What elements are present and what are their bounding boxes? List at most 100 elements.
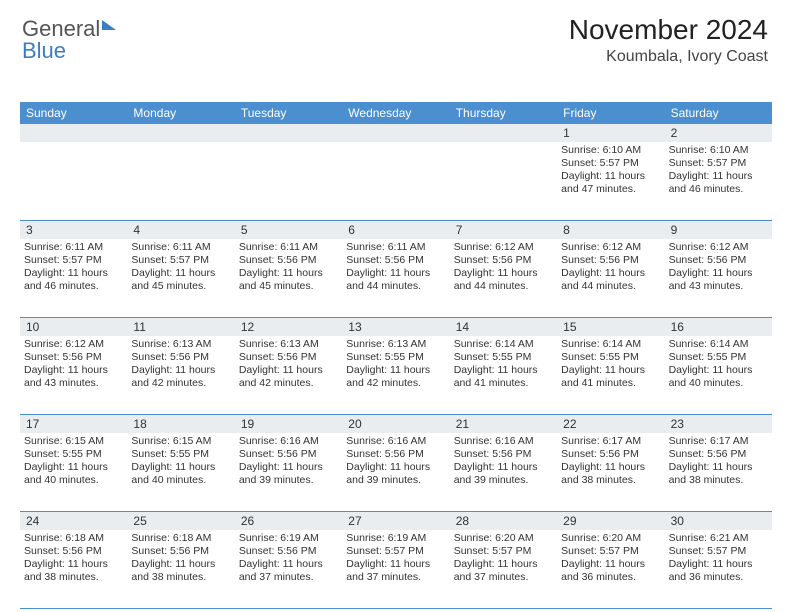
day-cell: Sunrise: 6:12 AMSunset: 5:56 PMDaylight:… — [20, 336, 127, 414]
daylight-text: Daylight: 11 hours and 38 minutes. — [669, 461, 768, 487]
day-cell: Sunrise: 6:14 AMSunset: 5:55 PMDaylight:… — [665, 336, 772, 414]
daylight-text: Daylight: 11 hours and 43 minutes. — [24, 364, 123, 390]
sunset-text: Sunset: 5:56 PM — [131, 351, 230, 364]
day-cell: Sunrise: 6:10 AMSunset: 5:57 PMDaylight:… — [557, 142, 664, 220]
sunset-text: Sunset: 5:57 PM — [24, 254, 123, 267]
brand-logo: General Blue — [22, 18, 116, 62]
sunset-text: Sunset: 5:56 PM — [346, 254, 445, 267]
title-block: November 2024 Koumbala, Ivory Coast — [569, 14, 768, 66]
sunset-text: Sunset: 5:57 PM — [669, 545, 768, 558]
daylight-text: Daylight: 11 hours and 36 minutes. — [561, 558, 660, 584]
daylight-text: Daylight: 11 hours and 42 minutes. — [346, 364, 445, 390]
sunrise-text: Sunrise: 6:17 AM — [669, 435, 768, 448]
day-number: 7 — [450, 221, 557, 239]
day-cell: Sunrise: 6:11 AMSunset: 5:57 PMDaylight:… — [20, 239, 127, 317]
sunrise-text: Sunrise: 6:10 AM — [669, 144, 768, 157]
daylight-text: Daylight: 11 hours and 45 minutes. — [239, 267, 338, 293]
day-number: 19 — [235, 415, 342, 433]
day-cell: Sunrise: 6:20 AMSunset: 5:57 PMDaylight:… — [557, 530, 664, 608]
daynum-row: 12 — [20, 124, 772, 142]
sunrise-text: Sunrise: 6:18 AM — [24, 532, 123, 545]
sunrise-text: Sunrise: 6:16 AM — [239, 435, 338, 448]
daylight-text: Daylight: 11 hours and 39 minutes. — [454, 461, 553, 487]
sunrise-text: Sunrise: 6:14 AM — [454, 338, 553, 351]
sunset-text: Sunset: 5:56 PM — [346, 448, 445, 461]
sunset-text: Sunset: 5:57 PM — [346, 545, 445, 558]
sunset-text: Sunset: 5:56 PM — [239, 254, 338, 267]
day-cell: Sunrise: 6:20 AMSunset: 5:57 PMDaylight:… — [450, 530, 557, 608]
day-cell: Sunrise: 6:15 AMSunset: 5:55 PMDaylight:… — [127, 433, 234, 511]
day-number: 13 — [342, 318, 449, 336]
day-number: 1 — [557, 124, 664, 142]
sunrise-text: Sunrise: 6:10 AM — [561, 144, 660, 157]
daylight-text: Daylight: 11 hours and 47 minutes. — [561, 170, 660, 196]
day-cell: Sunrise: 6:19 AMSunset: 5:56 PMDaylight:… — [235, 530, 342, 608]
sunrise-text: Sunrise: 6:12 AM — [669, 241, 768, 254]
day-cell: Sunrise: 6:13 AMSunset: 5:55 PMDaylight:… — [342, 336, 449, 414]
day-number: 21 — [450, 415, 557, 433]
sunset-text: Sunset: 5:56 PM — [669, 254, 768, 267]
daylight-text: Daylight: 11 hours and 36 minutes. — [669, 558, 768, 584]
day-number: 5 — [235, 221, 342, 239]
sunrise-text: Sunrise: 6:17 AM — [561, 435, 660, 448]
daylight-text: Daylight: 11 hours and 44 minutes. — [454, 267, 553, 293]
day-number: 11 — [127, 318, 234, 336]
day-cell: Sunrise: 6:14 AMSunset: 5:55 PMDaylight:… — [557, 336, 664, 414]
sunrise-text: Sunrise: 6:20 AM — [561, 532, 660, 545]
day-number: 18 — [127, 415, 234, 433]
sunrise-text: Sunrise: 6:12 AM — [454, 241, 553, 254]
day-number: 17 — [20, 415, 127, 433]
daylight-text: Daylight: 11 hours and 46 minutes. — [669, 170, 768, 196]
day-number: 16 — [665, 318, 772, 336]
day-number: 15 — [557, 318, 664, 336]
sunset-text: Sunset: 5:56 PM — [561, 448, 660, 461]
day-number: 22 — [557, 415, 664, 433]
daylight-text: Daylight: 11 hours and 44 minutes. — [561, 267, 660, 293]
day-number — [342, 124, 449, 142]
daylight-text: Daylight: 11 hours and 43 minutes. — [669, 267, 768, 293]
sunset-text: Sunset: 5:55 PM — [454, 351, 553, 364]
day-number: 24 — [20, 512, 127, 530]
sunset-text: Sunset: 5:56 PM — [239, 351, 338, 364]
daylight-text: Daylight: 11 hours and 41 minutes. — [561, 364, 660, 390]
sunset-text: Sunset: 5:55 PM — [24, 448, 123, 461]
daylight-text: Daylight: 11 hours and 38 minutes. — [131, 558, 230, 584]
sunset-text: Sunset: 5:56 PM — [239, 545, 338, 558]
month-title: November 2024 — [569, 14, 768, 46]
sunrise-text: Sunrise: 6:15 AM — [24, 435, 123, 448]
sunrise-text: Sunrise: 6:11 AM — [239, 241, 338, 254]
day-cell: Sunrise: 6:15 AMSunset: 5:55 PMDaylight:… — [20, 433, 127, 511]
sunrise-text: Sunrise: 6:15 AM — [131, 435, 230, 448]
sunset-text: Sunset: 5:56 PM — [24, 545, 123, 558]
calendar: SundayMondayTuesdayWednesdayThursdayFrid… — [20, 102, 772, 609]
daylight-text: Daylight: 11 hours and 42 minutes. — [131, 364, 230, 390]
dayname-sunday: Sunday — [20, 102, 127, 124]
weeks-container: 12Sunrise: 6:10 AMSunset: 5:57 PMDayligh… — [20, 124, 772, 609]
sunset-text: Sunset: 5:57 PM — [669, 157, 768, 170]
day-cell: Sunrise: 6:14 AMSunset: 5:55 PMDaylight:… — [450, 336, 557, 414]
sunset-text: Sunset: 5:56 PM — [454, 448, 553, 461]
sunset-text: Sunset: 5:56 PM — [669, 448, 768, 461]
day-cell: Sunrise: 6:11 AMSunset: 5:57 PMDaylight:… — [127, 239, 234, 317]
daylight-text: Daylight: 11 hours and 37 minutes. — [346, 558, 445, 584]
day-cell: Sunrise: 6:18 AMSunset: 5:56 PMDaylight:… — [20, 530, 127, 608]
brand-name-2: Blue — [22, 38, 66, 63]
dayname-monday: Monday — [127, 102, 234, 124]
sunset-text: Sunset: 5:55 PM — [346, 351, 445, 364]
daynum-row: 10111213141516 — [20, 318, 772, 336]
day-cell: Sunrise: 6:10 AMSunset: 5:57 PMDaylight:… — [665, 142, 772, 220]
daylight-text: Daylight: 11 hours and 39 minutes. — [239, 461, 338, 487]
daylight-text: Daylight: 11 hours and 39 minutes. — [346, 461, 445, 487]
day-number: 26 — [235, 512, 342, 530]
day-number: 4 — [127, 221, 234, 239]
sunset-text: Sunset: 5:57 PM — [561, 545, 660, 558]
day-cell: Sunrise: 6:17 AMSunset: 5:56 PMDaylight:… — [557, 433, 664, 511]
day-number: 10 — [20, 318, 127, 336]
day-number: 6 — [342, 221, 449, 239]
sunset-text: Sunset: 5:55 PM — [131, 448, 230, 461]
sunrise-text: Sunrise: 6:13 AM — [346, 338, 445, 351]
sunrise-text: Sunrise: 6:14 AM — [669, 338, 768, 351]
sunrise-text: Sunrise: 6:14 AM — [561, 338, 660, 351]
dayname-saturday: Saturday — [665, 102, 772, 124]
day-number: 25 — [127, 512, 234, 530]
